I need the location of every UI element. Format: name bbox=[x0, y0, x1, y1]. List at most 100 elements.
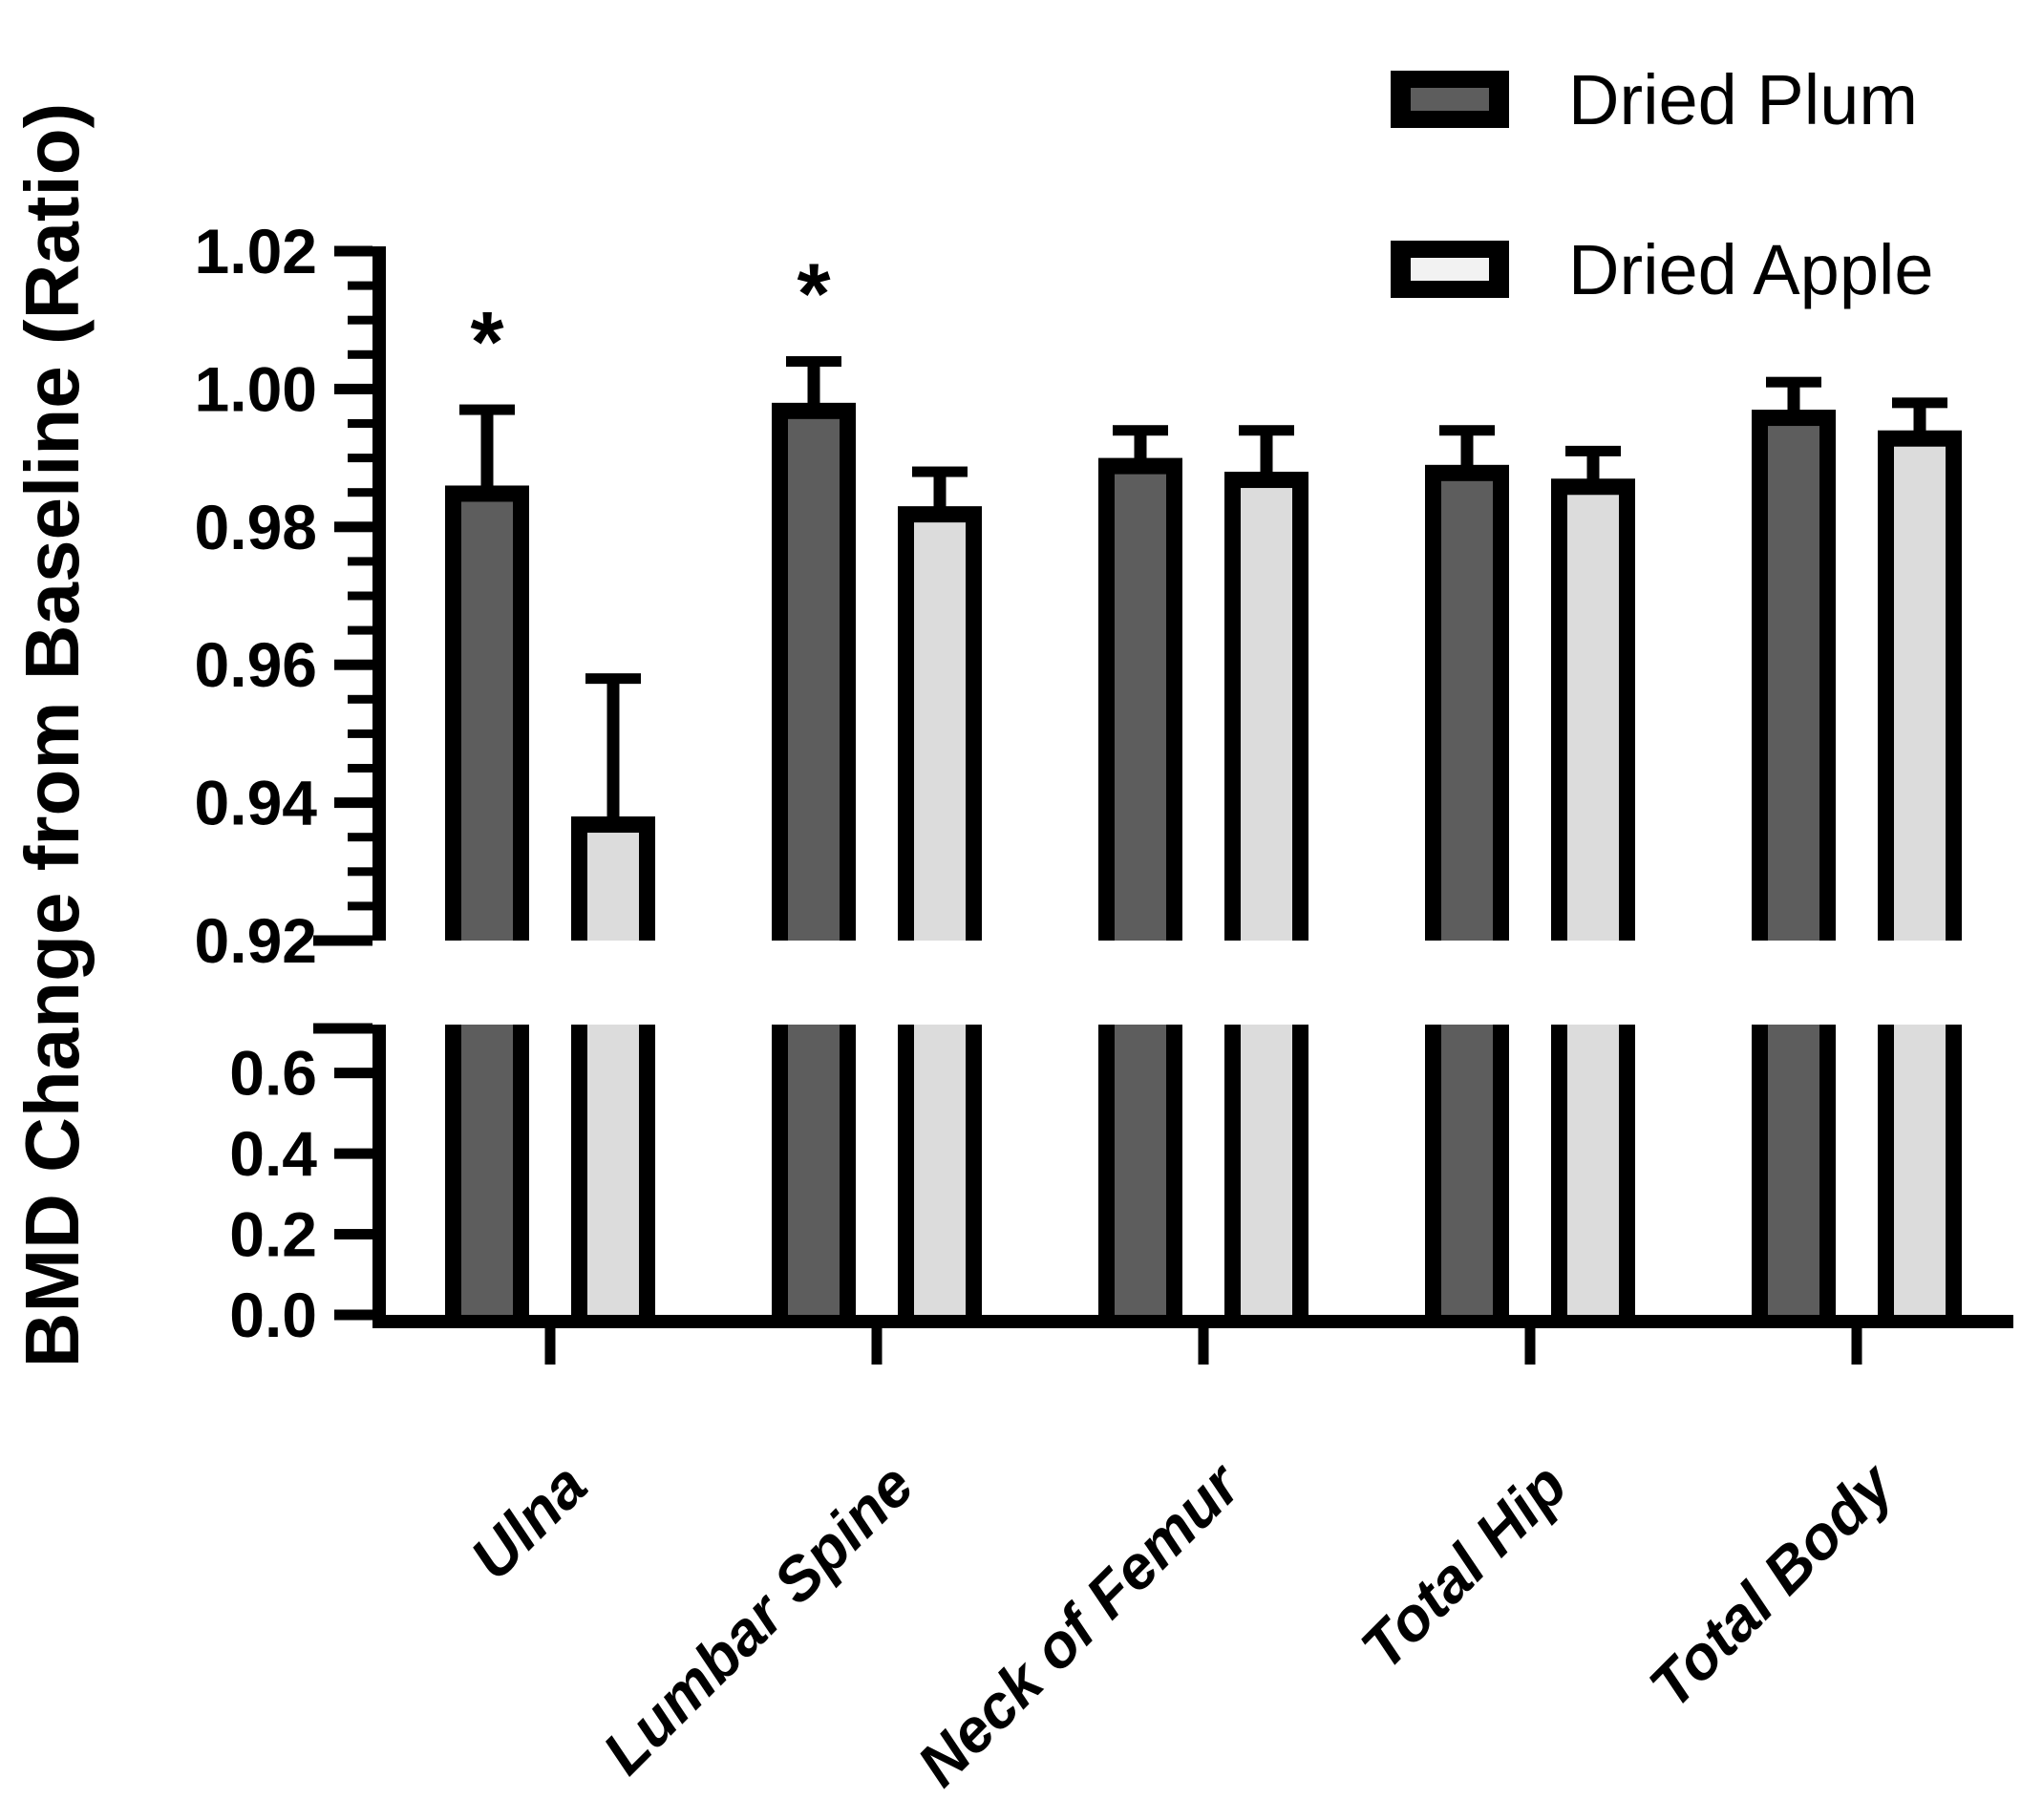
y-minor-tick bbox=[348, 488, 372, 497]
y-major-tick-0.6 bbox=[334, 1068, 372, 1079]
x-category-label-ulna: Ulna bbox=[457, 1450, 600, 1593]
y-minor-tick bbox=[348, 625, 372, 635]
axis-break-cap-tick bbox=[313, 1023, 372, 1034]
y-tick-label-0.92: 0.92 bbox=[195, 905, 317, 976]
y-minor-tick bbox=[348, 764, 372, 772]
bar-fill-top-dried-plum-ulna bbox=[461, 501, 513, 941]
bar-fill-bottom-dried-apple-neck-of-femur bbox=[1241, 1025, 1292, 1321]
bar-fill-top-dried-plum-lumbar-spine bbox=[788, 418, 840, 942]
x-tick-lumbar-spine bbox=[871, 1328, 883, 1365]
x-category-label-total-body: Total Body bbox=[1636, 1449, 1908, 1721]
y-major-tick-0.96 bbox=[334, 659, 372, 670]
x-category-label-neck-of-femur: Neck of Femur bbox=[904, 1449, 1255, 1799]
y-minor-tick bbox=[348, 729, 372, 738]
error-bar-stem-dried-apple-neck-of-femur bbox=[1260, 430, 1273, 486]
error-bar-cap-dried-apple-total-hip bbox=[1565, 445, 1621, 456]
bar-fill-top-dried-apple-ulna bbox=[587, 833, 639, 941]
bar-fill-bottom-dried-plum-total-body bbox=[1768, 1025, 1819, 1321]
y-minor-tick bbox=[348, 867, 372, 877]
bar-fill-bottom-dried-plum-ulna bbox=[461, 1025, 513, 1321]
y-minor-tick bbox=[348, 694, 372, 704]
error-bar-cap-dried-plum-ulna bbox=[459, 404, 515, 415]
error-bar-stem-dried-apple-total-hip bbox=[1586, 451, 1600, 493]
x-category-label-total-hip: Total Hip bbox=[1348, 1450, 1580, 1682]
bar-fill-bottom-dried-plum-neck-of-femur bbox=[1115, 1025, 1166, 1321]
y-minor-tick bbox=[348, 901, 372, 911]
y-minor-tick bbox=[348, 349, 372, 359]
legend-swatch-dried-plum-fill bbox=[1411, 88, 1489, 111]
y-tick-label-0.0: 0.0 bbox=[229, 1280, 317, 1350]
significance-asterisk-dried-plum-lumbar-spine: * bbox=[797, 247, 830, 343]
error-bar-cap-dried-apple-total-body bbox=[1892, 397, 1947, 409]
y-minor-tick bbox=[348, 315, 372, 325]
y-tick-label-0.96: 0.96 bbox=[195, 629, 317, 700]
error-bar-stem-dried-apple-total-body bbox=[1913, 402, 1926, 444]
error-bar-cap-dried-plum-lumbar-spine bbox=[786, 356, 841, 368]
bar-fill-bottom-dried-apple-total-hip bbox=[1567, 1025, 1619, 1321]
legend-item-dried-apple: Dried Apple bbox=[1391, 230, 1934, 309]
y-minor-tick bbox=[348, 454, 372, 463]
y-tick-label-0.98: 0.98 bbox=[195, 492, 317, 562]
y-tick-label-0.2: 0.2 bbox=[229, 1199, 317, 1270]
y-tick-label-0.94: 0.94 bbox=[195, 768, 318, 838]
y-tick-label-1.02: 1.02 bbox=[195, 216, 317, 286]
error-bar-stem-dried-apple-lumbar-spine bbox=[933, 472, 947, 520]
bar-fill-bottom-dried-apple-lumbar-spine bbox=[914, 1025, 966, 1321]
legend-label-dried-apple: Dried Apple bbox=[1568, 230, 1934, 309]
bar-fill-top-dried-apple-total-body bbox=[1894, 446, 1946, 942]
y-minor-tick bbox=[348, 419, 372, 428]
y-minor-tick bbox=[348, 833, 372, 842]
legend: Dried Plum Dried Apple bbox=[1391, 60, 1934, 309]
significance-asterisk-dried-plum-ulna: * bbox=[470, 295, 503, 391]
error-bar-stem-dried-plum-ulna bbox=[480, 410, 494, 499]
y-axis-top-segment bbox=[372, 246, 386, 941]
y-axis-title: BMD Change from Baseline (Ratio) bbox=[10, 103, 95, 1368]
error-bar-cap-dried-apple-neck-of-femur bbox=[1239, 425, 1294, 436]
y-tick-label-1.00: 1.00 bbox=[195, 353, 317, 424]
legend-swatch-dried-apple-fill bbox=[1411, 258, 1489, 281]
bar-fill-bottom-dried-plum-total-hip bbox=[1441, 1025, 1493, 1321]
y-axis-bottom-segment bbox=[372, 1025, 386, 1328]
error-bar-cap-dried-plum-total-hip bbox=[1439, 425, 1495, 436]
bar-fill-top-dried-apple-neck-of-femur bbox=[1241, 488, 1292, 941]
x-tick-total-body bbox=[1851, 1328, 1862, 1365]
error-bar-cap-dried-apple-ulna bbox=[585, 673, 641, 685]
legend-label-dried-plum: Dried Plum bbox=[1568, 60, 1918, 139]
error-bar-stem-dried-plum-total-body bbox=[1787, 382, 1800, 424]
error-bar-cap-dried-plum-neck-of-femur bbox=[1113, 425, 1168, 436]
bar-fill-top-dried-apple-lumbar-spine bbox=[914, 522, 966, 941]
error-bar-stem-dried-plum-total-hip bbox=[1460, 430, 1474, 478]
error-bar-cap-dried-apple-lumbar-spine bbox=[912, 466, 968, 477]
bar-fill-bottom-dried-apple-total-body bbox=[1894, 1025, 1946, 1321]
y-major-tick-0.94 bbox=[334, 797, 372, 809]
x-tick-total-hip bbox=[1524, 1328, 1536, 1365]
bar-fill-top-dried-plum-total-hip bbox=[1441, 480, 1493, 941]
y-tick-label-0.4: 0.4 bbox=[229, 1118, 317, 1189]
x-axis-line bbox=[372, 1315, 2013, 1328]
y-major-tick-1.02 bbox=[334, 245, 372, 257]
error-bar-stem-dried-plum-lumbar-spine bbox=[807, 361, 820, 416]
x-category-label-lumbar-spine: Lumbar Spine bbox=[589, 1450, 926, 1788]
y-major-tick-0.98 bbox=[334, 521, 372, 533]
error-bar-cap-dried-plum-total-body bbox=[1766, 376, 1821, 388]
bar-fill-top-dried-plum-neck-of-femur bbox=[1115, 474, 1166, 941]
plot-area: * * 1.02 1.00 0.98 0.96 0.94 0.92 0.6 0.4 0.2 0.0 Ul… bbox=[195, 216, 2013, 1799]
y-major-tick-1.00 bbox=[334, 383, 372, 394]
x-tick-ulna bbox=[544, 1328, 556, 1365]
y-major-tick-0.0 bbox=[334, 1309, 372, 1321]
bar-fill-top-dried-apple-total-hip bbox=[1567, 495, 1619, 941]
bar-fill-bottom-dried-plum-lumbar-spine bbox=[788, 1025, 840, 1321]
y-major-tick-0.2 bbox=[334, 1229, 372, 1240]
legend-item-dried-plum: Dried Plum bbox=[1391, 60, 1918, 139]
y-tick-label-0.6: 0.6 bbox=[229, 1038, 317, 1109]
bar-fill-bottom-dried-apple-ulna bbox=[587, 1025, 639, 1321]
y-minor-tick bbox=[348, 281, 372, 290]
x-tick-neck-of-femur bbox=[1198, 1328, 1209, 1365]
bar-fill-top-dried-plum-total-body bbox=[1768, 426, 1819, 941]
y-major-tick-0.92 bbox=[313, 935, 372, 946]
y-minor-tick bbox=[348, 591, 372, 601]
y-minor-tick bbox=[348, 557, 372, 566]
error-bar-stem-dried-apple-ulna bbox=[606, 678, 620, 831]
